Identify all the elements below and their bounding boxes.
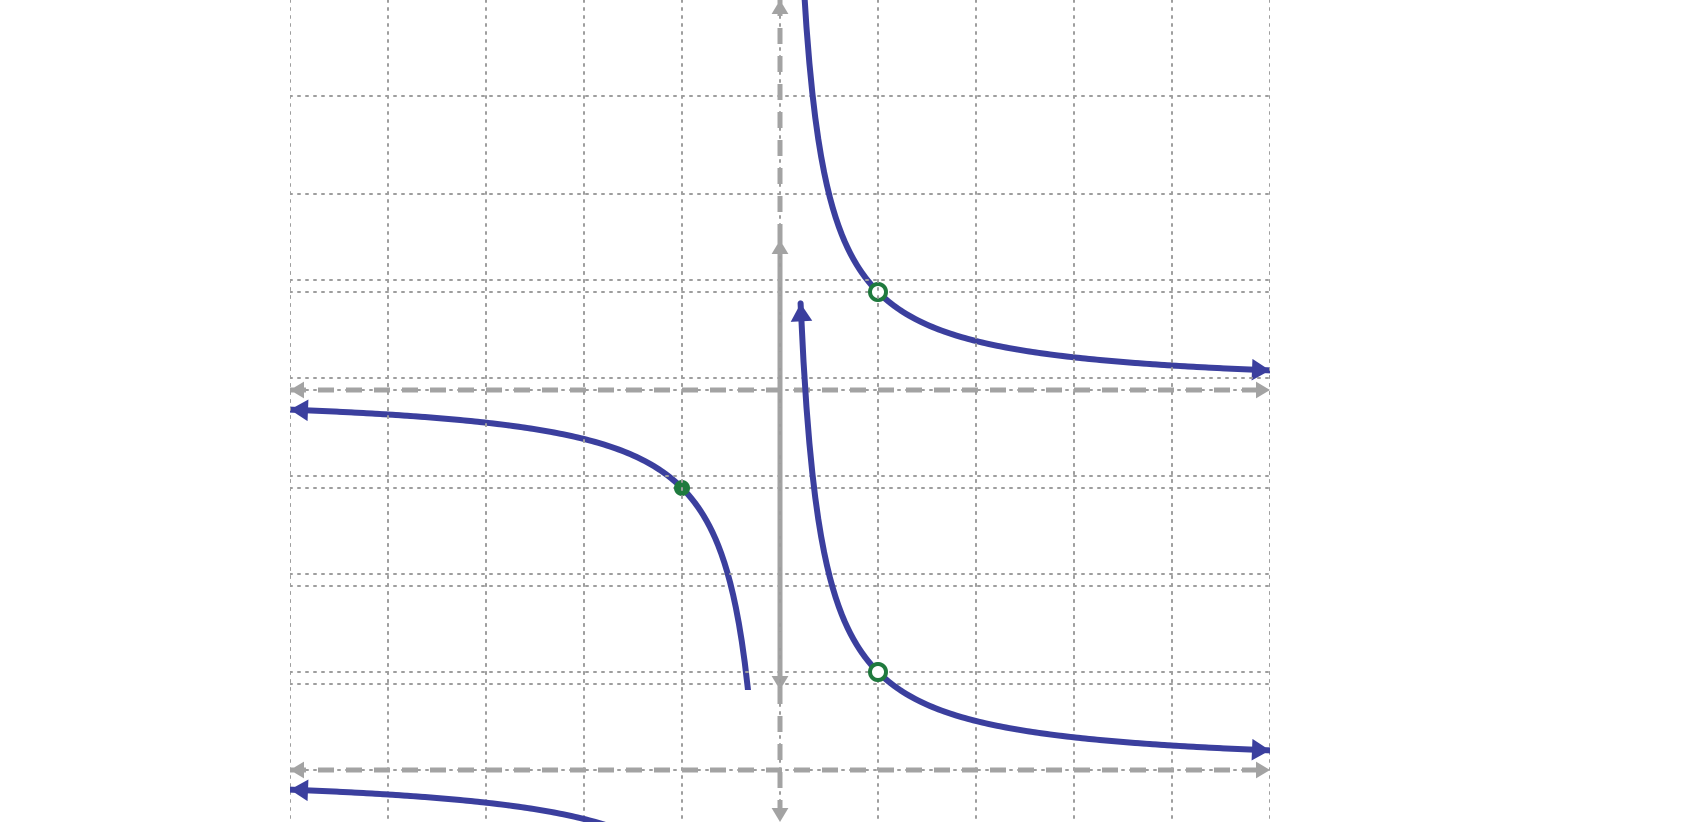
chart-stage — [0, 0, 1700, 822]
chart-svg — [0, 0, 1700, 822]
point-open — [870, 664, 886, 680]
